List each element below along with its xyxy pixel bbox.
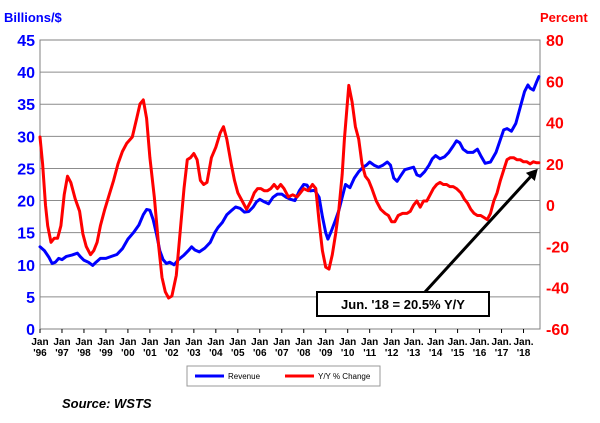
x-tick-label-month: Jan.: [514, 337, 534, 348]
series-layer: [38, 75, 541, 300]
right-tick-label: 20: [546, 157, 564, 174]
x-tick-label-month: Jan: [31, 337, 48, 348]
left-tick-label: 20: [17, 194, 35, 211]
legend: Revenue Y/Y % Change: [186, 365, 381, 387]
x-tick-label-month: Jan: [383, 337, 400, 348]
x-tick-label-year: '17: [495, 348, 509, 359]
x-tick-label-year: '12: [385, 348, 399, 359]
x-tick-label-month: Jan.: [404, 337, 424, 348]
legend-label-yoy: Y/Y % Change: [318, 372, 371, 381]
x-tick-label-year: '04: [209, 348, 223, 359]
x-tick-label-month: Jan: [141, 337, 158, 348]
x-tick-label-month: Jan: [119, 337, 136, 348]
x-tick-label-month: Jan.: [470, 337, 490, 348]
left-tick-label: 10: [17, 258, 35, 275]
left-tick-label: 40: [17, 65, 35, 82]
x-tick-label-month: Jan.: [448, 337, 468, 348]
right-tick-label: 40: [546, 116, 564, 133]
x-axis-ticks: Jan'96Jan'97Jan'98Jan'99Jan'00Jan'01Jan'…: [31, 329, 534, 359]
right-tick-label: 0: [546, 198, 555, 215]
x-tick-label-month: Jan: [427, 337, 444, 348]
x-tick-label-month: Jan: [97, 337, 114, 348]
left-tick-label: 25: [17, 161, 35, 178]
x-tick-label-month: Jan: [207, 337, 224, 348]
x-tick-label-month: Jan: [273, 337, 290, 348]
x-tick-label-month: Jan: [53, 337, 70, 348]
left-tick-label: 30: [17, 129, 35, 146]
legend-label-revenue: Revenue: [228, 372, 261, 381]
x-tick-label-month: Jan: [361, 337, 378, 348]
left-tick-label: 0: [26, 322, 35, 339]
annotation: Jun. '18 = 20.5% Y/Y: [316, 168, 538, 317]
left-tick-label: 5: [26, 290, 35, 307]
x-tick-label-year: '16: [473, 348, 487, 359]
right-axis-title: Percent: [540, 10, 588, 25]
left-tick-label: 15: [17, 226, 35, 243]
grid: [40, 39, 540, 330]
x-tick-label-year: '18: [517, 348, 531, 359]
x-tick-label-year: '96: [33, 348, 47, 359]
left-tick-label: 35: [17, 97, 35, 114]
series-line-y-y-change: [38, 83, 541, 300]
left-axis-title: Billions/$: [4, 10, 63, 25]
x-tick-label-year: '05: [231, 348, 245, 359]
x-tick-label-year: '08: [297, 348, 311, 359]
x-tick-label-month: Jan.: [492, 337, 512, 348]
x-tick-label-month: Jan: [229, 337, 246, 348]
x-tick-label-month: Jan: [251, 337, 268, 348]
right-tick-label: -60: [546, 322, 569, 339]
x-tick-label-year: '02: [165, 348, 179, 359]
x-tick-label-year: '09: [319, 348, 333, 359]
source-note: Source: WSTS: [62, 396, 152, 411]
right-tick-label: -40: [546, 281, 569, 298]
right-tick-label: 60: [546, 74, 564, 91]
x-tick-label-year: '15: [451, 348, 465, 359]
x-tick-label-month: Jan: [185, 337, 202, 348]
x-tick-label-year: '13: [407, 348, 421, 359]
x-tick-label-month: Jan: [339, 337, 356, 348]
x-tick-label-year: '14: [429, 348, 443, 359]
x-tick-label-year: '11: [363, 348, 376, 359]
x-tick-label-year: '06: [253, 348, 267, 359]
x-tick-label-month: Jan: [295, 337, 312, 348]
x-tick-label-year: '97: [55, 348, 69, 359]
right-tick-label: -20: [546, 239, 569, 256]
x-tick-label-month: Jan: [317, 337, 334, 348]
x-tick-label-year: '01: [143, 348, 157, 359]
left-axis-ticks: 0 5 10 15 20 25 30 35 40 45: [17, 33, 35, 339]
annotation-arrow: [423, 175, 532, 294]
x-tick-label-year: '10: [341, 348, 355, 359]
x-tick-label-year: '03: [187, 348, 201, 359]
x-tick-label-year: '99: [99, 348, 113, 359]
x-tick-label-year: '98: [77, 348, 91, 359]
right-tick-label: 80: [546, 33, 564, 50]
legend-box: [186, 365, 381, 387]
x-tick-label-year: '00: [121, 348, 135, 359]
annotation-box: [316, 291, 490, 317]
x-tick-label-year: '07: [275, 348, 289, 359]
x-tick-label-month: Jan: [163, 337, 180, 348]
right-axis-ticks: -60 -40 -20 0 20 40 60 80: [546, 33, 569, 339]
left-tick-label: 45: [17, 33, 35, 50]
x-tick-label-month: Jan: [75, 337, 92, 348]
annotation-label: Jun. '18 = 20.5% Y/Y: [341, 297, 465, 312]
annotation-arrowhead: [525, 168, 538, 181]
plot-frame: [39, 39, 541, 330]
series-line-revenue: [38, 75, 541, 267]
